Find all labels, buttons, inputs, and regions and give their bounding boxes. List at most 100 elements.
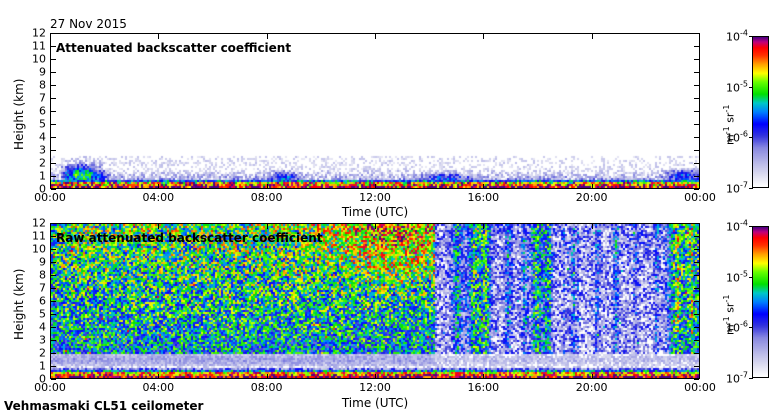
colorbar-tick-label: 10-4 — [726, 28, 748, 44]
y-tick-mark — [694, 46, 699, 47]
y-tick-mark — [694, 124, 699, 125]
y-tick-mark — [694, 189, 699, 190]
y-tick-mark — [51, 262, 56, 263]
y-tick-mark — [51, 236, 56, 237]
y-tick-mark — [51, 85, 56, 86]
y-tick-mark — [51, 176, 56, 177]
y-tick-label: 1 — [39, 169, 46, 183]
y-tick-mark — [51, 111, 56, 112]
x-tick-label: 00:00 — [34, 191, 66, 204]
y-tick-mark — [51, 340, 56, 341]
colorbar-tick-mark — [749, 226, 753, 227]
panel-title-top: Attenuated backscatter coefficient — [56, 41, 292, 55]
y-tick-label: 9 — [39, 65, 46, 79]
y-tick-mark — [694, 111, 699, 112]
y-tick-mark — [51, 249, 56, 250]
y-tick-mark — [694, 379, 699, 380]
y-tick-mark — [51, 275, 56, 276]
x-tick-mark — [483, 374, 485, 379]
y-tick-label: 0 — [39, 182, 46, 196]
y-tick-label: 4 — [39, 130, 46, 144]
y-tick-mark — [694, 301, 699, 302]
colorbar-tick-mark — [749, 36, 753, 37]
y-tick-mark — [51, 150, 56, 151]
x-tick-mark — [158, 374, 160, 379]
x-tick-label: 20:00 — [575, 191, 608, 204]
y-tick-mark — [694, 223, 699, 224]
x-tick-label: 00:00 — [684, 381, 716, 394]
y-tick-label: 6 — [39, 104, 46, 118]
y-tick-mark — [694, 85, 699, 86]
y-tick-mark — [51, 353, 56, 354]
colorbar-label-top: m-1 sr-1 — [722, 104, 737, 145]
y-tick-label: 1 — [39, 359, 46, 373]
x-tick-mark — [375, 224, 376, 229]
y-tick-mark — [51, 137, 56, 138]
colorbar-tick-label: 10-4 — [726, 218, 748, 234]
y-tick-mark — [51, 163, 56, 164]
y-tick-mark — [694, 236, 699, 237]
y-tick-mark — [51, 189, 56, 190]
y-tick-mark — [694, 288, 699, 289]
x-tick-mark — [375, 184, 376, 189]
y-tick-label: 5 — [39, 307, 46, 321]
x-tick-mark — [158, 184, 160, 189]
y-tick-label: 11 — [32, 39, 46, 53]
y-tick-label: 0 — [39, 372, 46, 386]
y-tick-mark — [694, 33, 699, 34]
x-tick-mark — [266, 34, 268, 39]
y-tick-mark — [694, 98, 699, 99]
x-axis-ticks-bottom: 00:00 04:00 08:00 12:00 16:00 20:00 00:00 — [0, 382, 780, 396]
x-tick-label: 08:00 — [250, 381, 283, 394]
y-tick-label: 9 — [39, 255, 46, 269]
y-tick-mark — [51, 379, 56, 380]
x-tick-mark — [375, 374, 376, 379]
x-tick-mark — [483, 184, 485, 189]
y-tick-label: 5 — [39, 117, 46, 131]
figure-caption: Vehmasmaki CL51 ceilometer — [4, 399, 204, 413]
colorbar-tick-label: 10-7 — [726, 180, 748, 196]
x-tick-mark — [591, 34, 593, 39]
x-tick-mark — [591, 374, 593, 379]
colorbar-tick-mark — [749, 188, 753, 189]
y-axis-ticks-top: 0 1 2 3 4 5 6 7 8 9 10 11 12 — [14, 28, 46, 195]
x-tick-mark — [158, 34, 160, 39]
y-tick-mark — [694, 366, 699, 367]
x-tick-label: 16:00 — [467, 381, 500, 394]
y-tick-mark — [694, 340, 699, 341]
y-tick-label: 7 — [39, 281, 46, 295]
colorbar-gradient-bottom — [753, 227, 768, 377]
y-axis-label-bottom: Height (km) — [12, 268, 26, 340]
y-tick-label: 12 — [32, 216, 46, 230]
plot-panel-raw-attenuated-backscatter — [50, 223, 700, 379]
y-tick-label: 10 — [32, 52, 46, 66]
y-tick-mark — [694, 72, 699, 73]
colorbar-gradient-top — [753, 37, 768, 187]
x-tick-mark — [266, 224, 268, 229]
colorbar-tick-mark — [749, 378, 753, 379]
y-tick-mark — [51, 288, 56, 289]
y-axis-label-top: Height (km) — [12, 78, 26, 150]
x-tick-mark — [266, 374, 268, 379]
x-tick-mark — [483, 34, 485, 39]
x-axis-ticks-top: 00:00 04:00 08:00 12:00 16:00 20:00 00:00 — [0, 192, 780, 206]
x-tick-label: 20:00 — [575, 381, 608, 394]
colorbar-tick-mark — [749, 327, 753, 329]
y-tick-label: 12 — [32, 26, 46, 40]
x-tick-mark — [591, 224, 593, 229]
colorbar-tick-label: 10-5 — [726, 269, 748, 284]
x-tick-label: 04:00 — [142, 381, 175, 394]
y-tick-mark — [694, 150, 699, 151]
y-tick-label: 3 — [39, 333, 46, 347]
y-tick-mark — [51, 46, 56, 47]
y-tick-mark — [51, 223, 56, 224]
y-tick-mark — [51, 59, 56, 60]
x-tick-mark — [158, 224, 160, 229]
colorbar-tick-mark — [749, 86, 753, 88]
x-tick-label: 00:00 — [34, 381, 66, 394]
heatmap-canvas-bottom — [51, 224, 699, 378]
plot-panel-attenuated-backscatter — [50, 33, 700, 189]
x-tick-mark — [483, 224, 485, 229]
x-axis-label-top: Time (UTC) — [341, 205, 409, 219]
